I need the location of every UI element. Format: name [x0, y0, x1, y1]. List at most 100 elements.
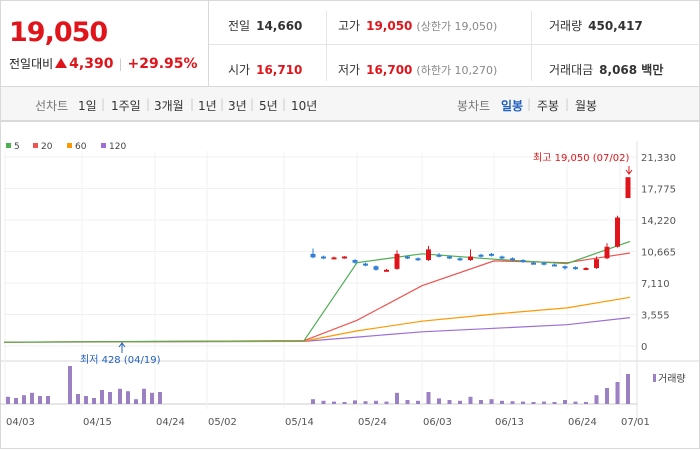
divider: |	[282, 97, 287, 111]
legend-label: 60	[75, 142, 87, 152]
candle-body	[520, 260, 526, 263]
volume-bar	[134, 399, 138, 404]
volume-bar	[332, 401, 336, 404]
low-label: 저가	[338, 63, 361, 77]
candle-body	[394, 253, 400, 269]
volume-bar	[426, 392, 431, 404]
current-price: 19,050	[9, 17, 108, 48]
volume-bar	[395, 392, 399, 404]
period-10y[interactable]: 10년	[291, 99, 318, 113]
volume-bar	[22, 395, 26, 404]
volume-bar	[118, 388, 122, 404]
candle-weekly[interactable]: 주봉	[537, 99, 560, 113]
candle-body	[583, 268, 589, 271]
y-tick-label: 10,665	[641, 248, 676, 259]
y-tick-label: 3,555	[641, 311, 670, 322]
price-box: 19,050 전일대비 4,390 | +29.95%	[1, 1, 209, 88]
volume-bar	[158, 392, 162, 404]
volume-bar	[405, 400, 410, 404]
legend-label: 120	[109, 142, 126, 152]
line-chart-label: 선차트	[35, 99, 69, 113]
divider: |	[565, 97, 570, 111]
volume-bar	[584, 402, 588, 404]
candle-chart-label: 봉차트	[457, 99, 491, 113]
volume-bar	[142, 388, 146, 404]
candle-body	[478, 254, 484, 257]
period-5y[interactable]: 5년	[259, 99, 278, 113]
high-arrow-icon	[625, 166, 633, 175]
volume-legend-label: 거래량	[658, 373, 686, 385]
volume-bar	[14, 398, 18, 404]
volume-bar	[84, 396, 88, 404]
legend-swatch	[33, 143, 38, 148]
candle-body	[352, 260, 358, 263]
volume-bar	[76, 394, 80, 404]
open-value: 16,710	[256, 63, 303, 77]
amount-stat: 거래대금 8,068 백만	[549, 61, 663, 78]
volume-bar	[6, 396, 10, 404]
low-value: 16,700	[366, 63, 413, 77]
x-tick-label: 07/01	[621, 417, 650, 428]
change-label: 전일대비	[9, 57, 54, 71]
period-1d[interactable]: 1일	[78, 99, 97, 113]
volume-bar	[479, 400, 483, 404]
y-tick-label: 0	[641, 342, 647, 353]
volume-bar	[374, 400, 378, 404]
stock-chart: 5 20 60 120 21,330 17,775 14,220 10,665 7,110 3,5…	[0, 121, 700, 449]
ma-line-20	[3, 252, 631, 343]
lower-limit: (하한가 10,270)	[416, 64, 498, 77]
volume-bar	[363, 401, 368, 404]
high-annotation: 최고 19,050 (07/02)	[533, 152, 629, 164]
volume-value: 450,417	[588, 19, 643, 33]
candle-daily[interactable]: 일봉	[501, 99, 524, 113]
volume-bar	[311, 399, 315, 404]
volume-bar	[353, 400, 357, 404]
volume-bar	[573, 401, 578, 404]
volume-bar	[542, 401, 546, 404]
high-stat: 고가 19,050 (상한가 19,050)	[338, 17, 497, 34]
x-tick-label: 06/24	[568, 417, 597, 428]
x-tick-label: 04/24	[156, 417, 185, 428]
open-stat: 시가 16,710	[228, 61, 302, 78]
volume-label: 거래량	[549, 19, 583, 33]
row-divider	[209, 44, 700, 45]
candle-body	[604, 246, 610, 259]
volume-bar	[458, 400, 462, 404]
volume-bar	[321, 400, 326, 404]
candle-body	[510, 258, 515, 261]
legend-swatch	[6, 143, 11, 148]
y-tick-label: 14,220	[641, 216, 676, 227]
quote-header: 19,050 전일대비 4,390 | +29.95% 전일 14,660 고가 19,0…	[0, 0, 700, 88]
divider: |	[146, 97, 151, 111]
candle-body	[489, 253, 494, 256]
candle-body	[436, 254, 442, 257]
candle-body	[321, 256, 326, 259]
low-stat: 저가 16,700 (하한가 10,270)	[338, 61, 497, 78]
volume-bar	[437, 398, 441, 404]
volume-bar	[100, 390, 104, 404]
period-1y[interactable]: 1년	[198, 99, 217, 113]
candle-body	[552, 264, 557, 267]
change-percent: +29.95%	[127, 56, 198, 72]
volume-bar	[30, 392, 34, 404]
divider: |	[220, 97, 225, 111]
candle-body	[342, 256, 347, 259]
candle-body	[594, 259, 599, 269]
volume-bar	[416, 400, 420, 404]
high-label: 고가	[338, 19, 361, 33]
volume-stat: 거래량 450,417	[549, 17, 643, 34]
period-3y[interactable]: 3년	[228, 99, 247, 113]
period-3m[interactable]: 3개월	[154, 99, 184, 113]
candle-body	[573, 267, 578, 270]
volume-bar	[46, 396, 50, 404]
candle-body	[373, 266, 379, 270]
period-1w[interactable]: 1주일	[111, 99, 141, 113]
candle-body	[384, 269, 389, 272]
volume-bar	[489, 399, 494, 404]
candle-monthly[interactable]: 월봉	[575, 99, 598, 113]
volume-bar	[108, 392, 112, 404]
x-tick-label: 05/02	[208, 417, 237, 428]
volume-bar	[68, 366, 72, 404]
legend-label: 5	[14, 142, 20, 152]
low-annotation: 최저 428 (04/19)	[80, 354, 161, 366]
